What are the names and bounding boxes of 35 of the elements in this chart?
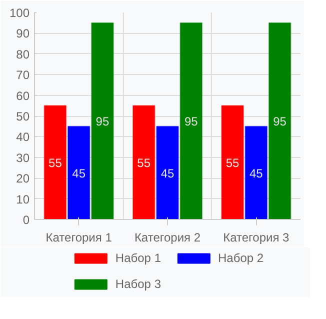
legend-label: Набор 1 <box>115 251 161 265</box>
y-tick-label: 30 <box>16 150 30 165</box>
bar <box>44 105 67 220</box>
y-tick-label: 100 <box>9 6 30 20</box>
data-label: 55 <box>226 156 240 170</box>
y-tick-label: 20 <box>16 172 30 186</box>
y-tick-label: 0 <box>22 213 30 227</box>
y-tick-label: 80 <box>16 47 30 62</box>
bar <box>244 126 268 220</box>
x-tick-label: Категория 3 <box>223 230 290 244</box>
data-label: 95 <box>184 114 198 129</box>
bar <box>67 126 90 220</box>
bar <box>132 105 156 220</box>
data-label: 45 <box>249 166 264 180</box>
data-label: 45 <box>72 166 86 180</box>
x-tick-label: Категория 1 <box>46 230 112 244</box>
bar <box>221 105 244 220</box>
y-tick-label: 60 <box>16 88 30 103</box>
legend-label: Набор 3 <box>115 277 161 291</box>
bar <box>91 22 114 220</box>
bar <box>180 22 203 220</box>
y-tick-label: 10 <box>16 192 30 206</box>
x-tick-label: Категория 2 <box>134 230 201 244</box>
data-label: 95 <box>96 114 110 129</box>
data-label: 55 <box>137 156 151 170</box>
y-tick-label: 70 <box>16 68 30 82</box>
data-label: 45 <box>160 166 174 180</box>
y-tick-label: 50 <box>16 110 30 124</box>
y-tick-label: 40 <box>16 130 30 144</box>
bar <box>156 126 179 220</box>
data-label: 55 <box>48 156 62 170</box>
y-tick-label: 90 <box>16 26 30 41</box>
legend-label: Набор 2 <box>218 251 264 265</box>
bar <box>268 22 292 220</box>
data-label: 95 <box>273 114 287 129</box>
